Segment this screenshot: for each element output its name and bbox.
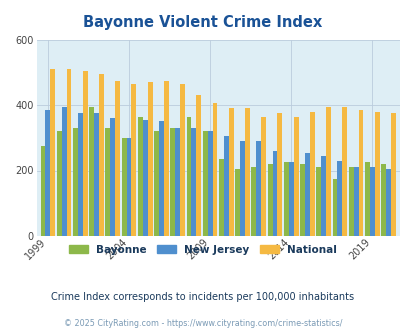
Bar	[315, 167, 320, 236]
Bar	[175, 128, 180, 236]
Bar	[45, 110, 50, 236]
Bar	[147, 82, 152, 236]
Bar	[309, 112, 314, 236]
Bar	[143, 120, 147, 236]
Bar	[364, 162, 369, 236]
Bar	[191, 128, 196, 236]
Bar	[374, 112, 379, 236]
Bar	[154, 131, 159, 236]
Bar	[202, 131, 207, 236]
Bar	[385, 169, 390, 236]
Bar	[78, 113, 83, 236]
Bar	[159, 121, 164, 236]
Bar	[126, 138, 131, 236]
Bar	[115, 81, 120, 236]
Bar	[62, 107, 66, 236]
Bar	[380, 164, 385, 236]
Bar	[186, 116, 191, 236]
Bar	[272, 151, 277, 236]
Text: Crime Index corresponds to incidents per 100,000 inhabitants: Crime Index corresponds to incidents per…	[51, 292, 354, 302]
Bar	[50, 69, 55, 236]
Bar	[325, 107, 330, 236]
Bar	[180, 84, 185, 236]
Bar	[234, 169, 239, 236]
Bar	[170, 128, 175, 236]
Bar	[332, 179, 337, 236]
Bar	[122, 138, 126, 236]
Bar	[40, 146, 45, 236]
Legend: Bayonne, New Jersey, National: Bayonne, New Jersey, National	[65, 241, 340, 259]
Bar	[223, 136, 228, 236]
Bar	[99, 74, 104, 236]
Bar	[358, 110, 362, 236]
Bar	[251, 167, 256, 236]
Bar	[212, 103, 217, 236]
Bar	[293, 116, 298, 236]
Bar	[337, 161, 341, 236]
Bar	[390, 113, 395, 236]
Bar	[348, 167, 353, 236]
Text: © 2025 CityRating.com - https://www.cityrating.com/crime-statistics/: © 2025 CityRating.com - https://www.city…	[64, 319, 341, 328]
Bar	[369, 167, 374, 236]
Bar	[260, 116, 265, 236]
Bar	[244, 108, 249, 236]
Bar	[304, 152, 309, 236]
Bar	[256, 141, 260, 236]
Bar	[267, 164, 272, 236]
Bar	[73, 128, 78, 236]
Bar	[353, 167, 358, 236]
Bar	[277, 113, 281, 236]
Bar	[94, 113, 99, 236]
Bar	[131, 84, 136, 236]
Bar	[83, 71, 87, 236]
Bar	[164, 81, 168, 236]
Bar	[110, 118, 115, 236]
Bar	[320, 156, 325, 236]
Bar	[218, 159, 223, 236]
Bar	[105, 128, 110, 236]
Bar	[299, 164, 304, 236]
Bar	[288, 162, 293, 236]
Bar	[89, 107, 94, 236]
Text: Bayonne Violent Crime Index: Bayonne Violent Crime Index	[83, 15, 322, 30]
Bar	[138, 116, 143, 236]
Bar	[228, 108, 233, 236]
Bar	[66, 69, 71, 236]
Bar	[239, 141, 244, 236]
Bar	[57, 131, 62, 236]
Bar	[283, 162, 288, 236]
Bar	[207, 131, 212, 236]
Bar	[196, 95, 201, 236]
Bar	[341, 107, 346, 236]
